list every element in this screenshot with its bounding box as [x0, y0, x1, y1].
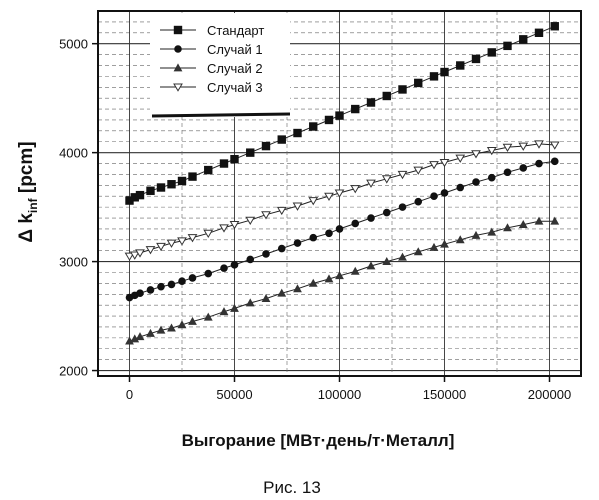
legend-label: Случай 3 — [207, 80, 263, 95]
data-point — [189, 274, 197, 282]
data-point — [519, 35, 527, 43]
data-point — [262, 250, 270, 258]
legend-label: Случай 2 — [207, 61, 263, 76]
x-tick-label: 200000 — [528, 387, 571, 402]
data-point — [220, 264, 228, 272]
x-tick-label: 0 — [126, 387, 133, 402]
data-point — [519, 164, 527, 172]
x-axis-title: Выгорание [МВт·день/т·Металл] — [182, 431, 455, 450]
data-point — [136, 289, 144, 297]
data-point — [167, 180, 175, 188]
data-point — [551, 158, 559, 166]
data-point — [456, 61, 464, 69]
data-point — [551, 22, 559, 30]
data-point — [367, 98, 375, 106]
y-tick-label: 4000 — [59, 146, 88, 161]
data-point — [178, 177, 186, 185]
y-axis-title: Δ kinf [pcm] — [16, 141, 40, 242]
data-point — [456, 184, 464, 192]
data-point — [178, 277, 186, 285]
data-point — [441, 189, 449, 197]
y-tick-label: 2000 — [59, 364, 88, 379]
data-point — [399, 203, 407, 211]
data-point — [278, 135, 286, 143]
x-tick-label: 50000 — [216, 387, 252, 402]
data-point — [335, 111, 343, 119]
data-point — [325, 116, 333, 124]
legend-marker — [174, 26, 182, 34]
data-point — [309, 234, 317, 242]
data-point — [367, 214, 375, 222]
data-point — [535, 160, 543, 168]
x-tick-label: 150000 — [423, 387, 466, 402]
data-point — [188, 172, 196, 180]
data-point — [309, 122, 317, 130]
y-axis-title-unit: [pcm] — [16, 141, 37, 198]
legend-label: Случай 1 — [207, 42, 263, 57]
data-point — [383, 209, 391, 217]
data-point — [336, 225, 344, 233]
data-point — [278, 245, 286, 253]
y-tick-label: 5000 — [59, 37, 88, 52]
data-point — [231, 261, 239, 269]
data-point — [503, 42, 511, 50]
data-point — [294, 239, 302, 247]
data-point — [440, 68, 448, 76]
data-point — [204, 166, 212, 174]
y-axis-title-subscript: inf — [26, 197, 40, 213]
data-point — [325, 229, 333, 237]
data-point — [430, 192, 438, 200]
data-point — [414, 79, 422, 87]
data-point — [351, 220, 359, 228]
y-axis-title-main: Δ k — [16, 213, 37, 243]
data-point — [414, 198, 422, 206]
data-point — [157, 183, 165, 191]
data-point — [157, 283, 165, 291]
data-point — [168, 281, 176, 289]
legend-marker — [174, 45, 182, 53]
y-tick-label: 3000 — [59, 255, 88, 270]
data-point — [535, 29, 543, 37]
data-point — [246, 148, 254, 156]
data-point — [383, 92, 391, 100]
data-point — [293, 129, 301, 137]
data-point — [351, 105, 359, 113]
data-point — [488, 174, 496, 182]
data-point — [398, 85, 406, 93]
x-tick-label: 100000 — [318, 387, 361, 402]
data-point — [488, 48, 496, 56]
data-point — [430, 72, 438, 80]
legend-label: Стандарт — [207, 23, 264, 38]
data-point — [472, 55, 480, 63]
data-point — [472, 178, 480, 186]
data-point — [246, 256, 254, 264]
data-point — [136, 191, 144, 199]
legend-underline — [152, 114, 290, 116]
data-point — [147, 286, 155, 294]
data-point — [230, 155, 238, 163]
data-point — [204, 270, 212, 278]
data-point — [146, 187, 154, 195]
data-point — [220, 159, 228, 167]
legend: Стандарт Случай 1 Случай 2 Случай 3 — [150, 13, 290, 117]
figure-caption: Рис. 13 — [263, 478, 321, 497]
data-point — [262, 142, 270, 150]
data-point — [504, 168, 512, 176]
